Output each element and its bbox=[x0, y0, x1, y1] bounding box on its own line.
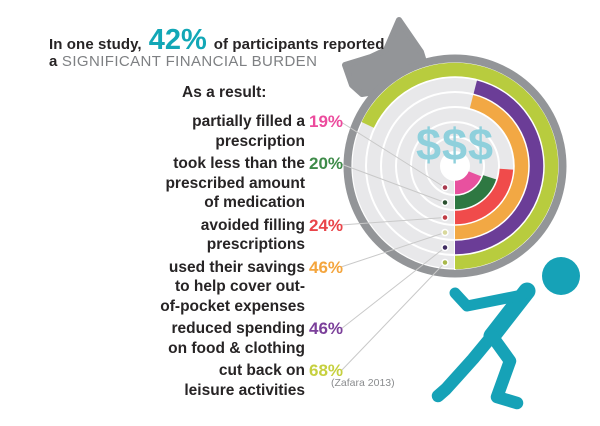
burden-item-line: prescribed amount bbox=[165, 174, 305, 192]
burden-item-line: used their savings bbox=[168, 258, 305, 276]
burden-item: used their savings to help cover out-of-p… bbox=[0, 258, 349, 317]
burden-item-line: leisure activities bbox=[184, 381, 305, 399]
person-back-leg bbox=[485, 329, 524, 410]
citation: (Zafara 2013) bbox=[331, 377, 395, 389]
burden-item-line: partially filled a bbox=[192, 113, 305, 130]
leader-line-used-savings bbox=[340, 232, 446, 268]
burden-item-percent: 46% bbox=[309, 257, 344, 277]
burden-item-text: partially filled a prescription bbox=[0, 112, 305, 151]
burden-item: cut back on leisure activities 68% bbox=[0, 361, 349, 400]
burden-item-line: on food & clothing bbox=[168, 339, 305, 357]
headline-stat-42: 42% bbox=[148, 24, 207, 56]
headline-prefix: In one study, bbox=[49, 36, 142, 53]
ring-arc-took-less bbox=[454, 174, 497, 210]
ring-dot-partially-filled bbox=[441, 183, 449, 192]
ring-dot-reduced-spending bbox=[441, 243, 449, 252]
person-arm bbox=[449, 287, 528, 312]
burden-item-text: cut back on leisure activities bbox=[0, 361, 305, 400]
leader-line-reduced-spending bbox=[340, 247, 446, 330]
leader-line-cut-back-leisure bbox=[340, 262, 446, 372]
person-figure bbox=[431, 257, 580, 410]
burden-item-line: to help cover out- bbox=[174, 278, 305, 295]
burden-item-percent: 68% bbox=[309, 361, 344, 380]
burden-item: partially filled a prescription 19% bbox=[0, 112, 349, 151]
burden-item-line: avoided filling bbox=[200, 216, 305, 234]
burden-item-text: reduced spending on food & clothing bbox=[0, 319, 305, 358]
ring-arc-used-savings bbox=[454, 95, 529, 240]
burden-item-percent: 19% bbox=[309, 112, 344, 131]
burden-item-line: of medication bbox=[204, 194, 305, 211]
headline-line2: a SIGNIFICANT FINANCIAL BURDEN bbox=[49, 53, 317, 70]
headline: In one study, 42% of participants report… bbox=[49, 24, 385, 57]
burden-items-list: partially filled a prescription 19% took … bbox=[0, 112, 349, 403]
burden-item: reduced spending on food & clothing 46% bbox=[0, 319, 349, 358]
ring-base-dots bbox=[441, 183, 449, 267]
burden-item-text: took less than the prescribed amount of me… bbox=[0, 154, 305, 213]
burden-item-percent: 46% bbox=[309, 319, 344, 338]
burden-item-text: avoided filling prescriptions bbox=[0, 216, 305, 255]
headline-suffix: of participants reported bbox=[213, 36, 385, 53]
value-arcs bbox=[361, 62, 559, 270]
ring-dot-took-less bbox=[441, 198, 449, 207]
burden-item: avoided filling prescriptions 24% bbox=[0, 216, 349, 255]
leader-line-avoided-filling bbox=[340, 217, 446, 226]
ring-arc-reduced-spending bbox=[454, 80, 544, 255]
as-a-result-label: As a result: bbox=[182, 84, 267, 101]
dollar-symbols: $$$ bbox=[416, 119, 494, 170]
person-head bbox=[542, 257, 580, 295]
burden-item-percent: 20% bbox=[309, 154, 344, 173]
burden-item-line: of-pocket expenses bbox=[160, 297, 305, 315]
ring-arc-cut-back-leisure bbox=[361, 62, 559, 270]
leader-line-took-less bbox=[340, 163, 446, 203]
chart-center-circle bbox=[441, 152, 469, 180]
burden-item-percent: 24% bbox=[309, 215, 344, 235]
burden-item-text: used their savings to help cover out-of-p… bbox=[0, 258, 305, 317]
person-front-leg bbox=[431, 329, 499, 403]
leader-line-partially-filled bbox=[340, 121, 446, 188]
burden-item: took less than the prescribed amount of me… bbox=[0, 154, 349, 213]
ring-dot-avoided-filling bbox=[441, 213, 449, 222]
headline-emphasis: SIGNIFICANT FINANCIAL BURDEN bbox=[61, 53, 318, 70]
burden-item-line: took less than the bbox=[173, 155, 305, 172]
ring-dot-used-savings bbox=[441, 228, 449, 237]
burden-item-line: cut back on bbox=[218, 362, 305, 379]
radial-burden-chart: $$$ bbox=[343, 54, 567, 278]
burden-item-line: reduced spending bbox=[171, 320, 306, 337]
ring-arc-avoided-filling bbox=[454, 168, 514, 225]
leader-lines bbox=[340, 121, 446, 372]
ring-arc-partially-filled bbox=[454, 170, 482, 195]
burden-item-line: prescriptions bbox=[206, 236, 305, 253]
ring-dot-cut-back-leisure bbox=[441, 258, 449, 267]
burden-item-line: prescription bbox=[215, 132, 305, 150]
headline-article: a bbox=[49, 53, 58, 70]
